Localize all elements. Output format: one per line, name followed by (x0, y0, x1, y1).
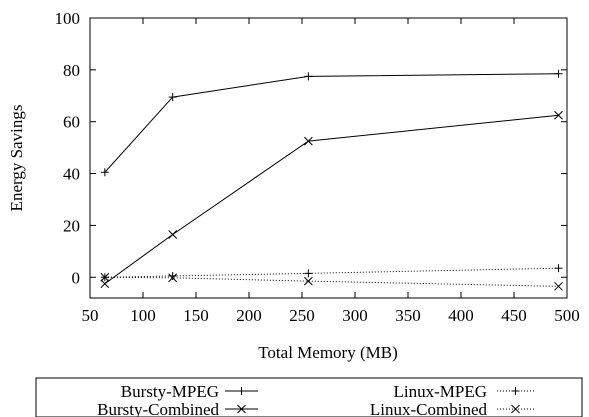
series-1-point-2 (304, 136, 313, 146)
legend-label-0: Bursty-MPEG (121, 382, 219, 401)
legend-marker-2 (511, 387, 520, 395)
legend-marker-0 (237, 387, 246, 395)
series-line-2 (104, 267, 559, 278)
legend-marker-1 (237, 404, 246, 414)
series-line-1 (104, 114, 559, 285)
series-0-point-2 (304, 72, 313, 81)
series-3-point-1 (168, 273, 178, 283)
y-tick-label-1: 20 (63, 216, 80, 235)
x-tick-label-9: 500 (554, 306, 580, 325)
x-tick-label-4: 250 (289, 306, 315, 325)
plot-frame (89, 17, 568, 299)
x-tick-label-6: 350 (395, 306, 421, 325)
legend-label-2: Linux-MPEG (394, 382, 488, 401)
x-tick-label-8: 450 (501, 306, 527, 325)
legend-marker-3 (511, 404, 520, 414)
series-2-point-2 (304, 269, 313, 278)
series-2-point-1 (168, 271, 177, 280)
y-tick-label-5: 100 (55, 9, 81, 28)
x-tick-label-7: 400 (448, 306, 474, 325)
y-tick-label-2: 40 (63, 165, 80, 184)
legend-label-1: Bursty-Combined (97, 400, 219, 417)
legend-box (35, 377, 583, 417)
y-tick-label-4: 80 (63, 61, 80, 80)
series-0-point-0 (100, 168, 109, 177)
x-tick-label-5: 300 (342, 306, 368, 325)
series-0-point-3 (554, 69, 563, 78)
series-3-point-0 (100, 272, 110, 282)
series-0-point-1 (168, 93, 177, 102)
series-3-point-2 (304, 276, 313, 286)
series-line-0 (104, 73, 559, 173)
x-tick-label-0: 50 (82, 306, 99, 325)
series-layer (100, 69, 563, 291)
x-tick-label-3: 200 (236, 306, 262, 325)
series-1-point-1 (168, 230, 178, 239)
y-tick-label-3: 60 (63, 113, 80, 132)
x-tick-label-2: 150 (183, 306, 209, 325)
x-axis-label: Total Memory (MB) (258, 343, 398, 362)
legend-label-3: Linux-Combined (370, 400, 488, 417)
y-axis-label: Energy Savings (7, 105, 26, 212)
series-line-3 (104, 276, 559, 287)
series-1-point-0 (100, 279, 110, 289)
series-1-point-3 (554, 110, 563, 120)
x-tick-label-1: 100 (130, 306, 156, 325)
axis-ticks: 50 100 150 200 250 300 350 400 450 500 0 20 40 60 80 10… (55, 9, 580, 325)
y-tick-label-0: 0 (72, 268, 81, 287)
series-3-point-3 (554, 281, 563, 291)
series-2-point-3 (554, 264, 563, 273)
